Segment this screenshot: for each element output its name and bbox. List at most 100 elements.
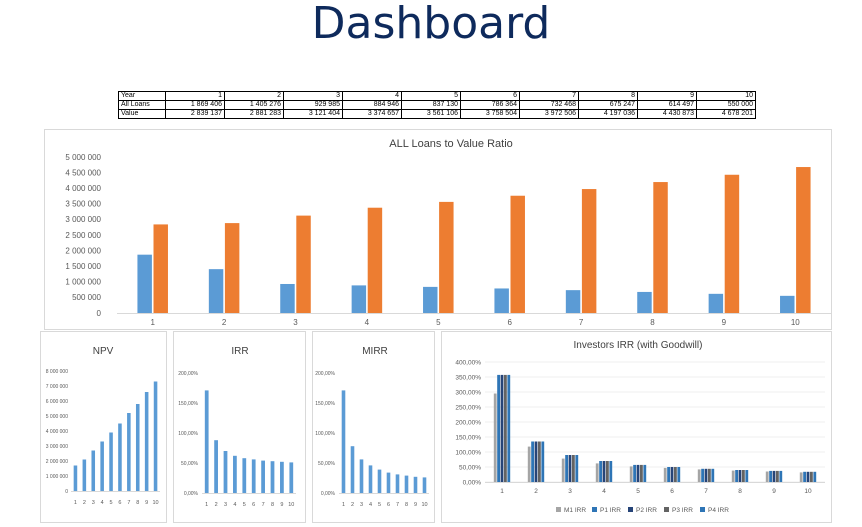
bar	[643, 464, 647, 482]
bar	[697, 469, 701, 482]
bar	[497, 374, 500, 482]
bar	[541, 441, 545, 482]
bar	[251, 459, 256, 493]
x-tick-label: 9	[414, 502, 417, 508]
legend-label: P2 IRR	[636, 507, 657, 514]
table-cell: 3 561 106	[401, 109, 461, 119]
bar	[813, 471, 817, 482]
bar	[109, 432, 113, 491]
bar	[368, 465, 373, 493]
x-tick-label: 1	[500, 488, 504, 495]
bar	[606, 461, 609, 482]
y-tick-label: 1 500 000	[65, 262, 101, 271]
table-cell: 3 972 506	[519, 109, 579, 119]
x-tick-label: 8	[650, 318, 655, 327]
y-tick-label: 7 000 000	[46, 384, 68, 390]
investors-irr-chart: Investors IRR (with Goodwill) 0,00% 50,00%…	[455, 340, 825, 514]
bar	[214, 440, 218, 493]
bar	[565, 455, 568, 482]
x-tick-label: 2	[351, 502, 354, 508]
bar	[153, 381, 158, 491]
bar	[572, 455, 575, 482]
bar	[776, 470, 779, 482]
y-tick-label: 200,00%	[455, 419, 481, 426]
bar	[350, 446, 355, 493]
y-tick-label: 4 000 000	[65, 184, 101, 193]
bar	[242, 458, 247, 493]
irr-chart: IRR 0,00% 50,00% 100,00% 150,00% 200,00% 1 2 3 4 5…	[178, 346, 296, 508]
x-tick-label: 1	[74, 500, 77, 506]
y-tick-label: 5 000 000	[65, 153, 101, 162]
x-tick-label: 8	[405, 502, 408, 508]
x-tick-label: 5	[436, 318, 441, 327]
bar	[708, 293, 724, 313]
bar	[439, 201, 454, 313]
bar	[534, 441, 538, 482]
legend-label: P1 IRR	[600, 507, 621, 514]
x-tick-label: 9	[772, 488, 776, 495]
bar	[127, 413, 131, 491]
x-tick-label: 6	[507, 318, 512, 327]
x-tick-label: 4	[369, 502, 372, 508]
bar	[810, 471, 813, 482]
table-cell: 8	[578, 91, 638, 101]
y-tick-label: 350,00%	[455, 374, 481, 381]
bar	[701, 468, 704, 482]
x-tick-label: 4	[602, 488, 606, 495]
bar	[629, 466, 633, 482]
x-tick-label: 5	[110, 500, 113, 506]
bar	[667, 467, 670, 482]
y-tick-label: 1 000 000	[65, 278, 101, 287]
table-cell: 1 405 276	[224, 100, 284, 110]
bar	[708, 468, 711, 482]
legend-swatch	[556, 507, 561, 512]
y-tick-label: 200,00%	[178, 371, 198, 377]
table-cell: 3	[283, 91, 343, 101]
bar	[422, 477, 427, 493]
x-tick-label: 4	[101, 500, 104, 506]
x-tick-label: 7	[704, 488, 708, 495]
bar	[738, 470, 742, 482]
bar	[153, 224, 168, 313]
table-cell: 929 985	[283, 100, 343, 110]
table-cell: 2 839 137	[165, 109, 225, 119]
bar	[599, 461, 602, 482]
x-tick-label: 10	[804, 488, 812, 495]
bar	[772, 470, 776, 482]
x-tick-label: 5	[636, 488, 640, 495]
x-tick-label: 9	[280, 502, 283, 508]
bar	[575, 455, 579, 482]
x-tick-label: 5	[378, 502, 381, 508]
bar	[500, 374, 504, 482]
bar	[677, 467, 681, 482]
legend-label: P3 IRR	[672, 507, 693, 514]
table-cell: 3 374 657	[342, 109, 402, 119]
table-cell: 837 130	[401, 100, 461, 110]
x-tick-label: 6	[252, 502, 255, 508]
table-row: Value 2 839 137 2 881 283 3 121 404 3 374 65…	[118, 109, 756, 119]
irr-chart-panel: IRR 0,00% 50,00% 100,00% 150,00% 200,00% 1 2 3 4 5…	[173, 331, 306, 523]
bar	[233, 455, 237, 493]
bar	[769, 470, 772, 482]
x-tick-label: 4	[365, 318, 370, 327]
bar	[510, 195, 525, 313]
y-tick-label: 4 500 000	[65, 168, 101, 177]
y-tick-label: 200,00%	[315, 371, 335, 377]
y-tick-label: 2 000 000	[46, 459, 68, 465]
bar	[91, 450, 96, 491]
mirr-chart-panel: MIRR 0,00% 50,00% 100,00% 150,00% 200,00% 1 2 3 4…	[312, 331, 435, 523]
x-tick-label: 8	[271, 502, 274, 508]
x-tick-label: 7	[262, 502, 265, 508]
x-tick-label: 10	[288, 502, 294, 508]
bar	[280, 283, 295, 313]
y-tick-label: 50,00%	[459, 464, 481, 471]
y-tick-label: 100,00%	[455, 449, 481, 456]
x-tick-label: 3	[92, 500, 95, 506]
bar	[609, 461, 613, 482]
x-tick-label: 7	[396, 502, 399, 508]
x-tick-label: 4	[233, 502, 236, 508]
y-tick-label: 150,00%	[178, 401, 198, 407]
y-tick-label: 150,00%	[315, 401, 335, 407]
table-cell: 2 881 283	[224, 109, 284, 119]
legend-swatch	[700, 507, 705, 512]
